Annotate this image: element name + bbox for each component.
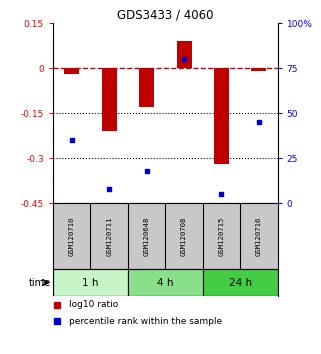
- Bar: [53, 269, 128, 296]
- Text: log10 ratio: log10 ratio: [69, 300, 118, 309]
- Title: GDS3433 / 4060: GDS3433 / 4060: [117, 9, 213, 22]
- Bar: [203, 269, 278, 296]
- Text: 1 h: 1 h: [82, 278, 99, 287]
- Text: GSM120715: GSM120715: [219, 216, 224, 256]
- Bar: [102, 68, 117, 131]
- Text: time: time: [29, 278, 51, 287]
- Bar: [177, 41, 192, 68]
- Text: GSM120711: GSM120711: [106, 216, 112, 256]
- Text: percentile rank within the sample: percentile rank within the sample: [69, 316, 222, 326]
- Text: GSM120648: GSM120648: [143, 216, 150, 256]
- Text: GSM120710: GSM120710: [69, 216, 75, 256]
- Text: GSM120716: GSM120716: [256, 216, 262, 256]
- Bar: [251, 68, 266, 71]
- Bar: [128, 269, 203, 296]
- Text: GSM120708: GSM120708: [181, 216, 187, 256]
- Bar: [214, 68, 229, 164]
- Text: 24 h: 24 h: [229, 278, 252, 287]
- Bar: [64, 68, 79, 74]
- Text: 4 h: 4 h: [157, 278, 174, 287]
- Bar: [139, 68, 154, 107]
